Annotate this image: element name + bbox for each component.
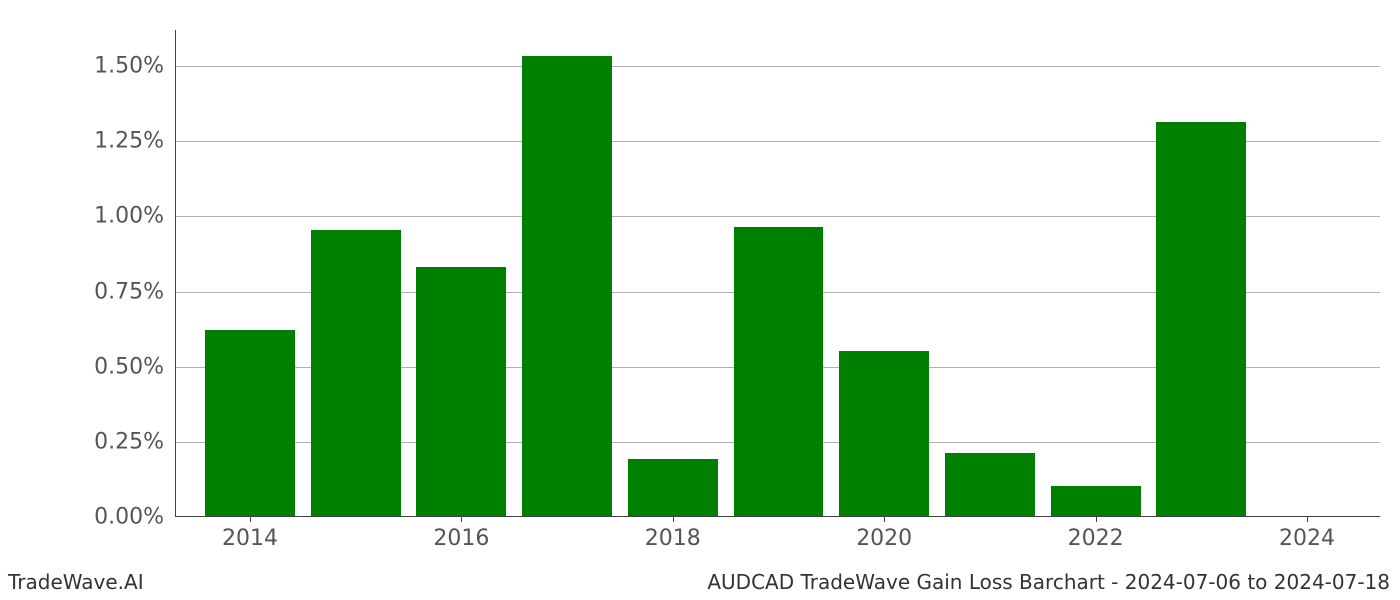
bar: [522, 56, 612, 516]
bar: [205, 330, 295, 516]
bar: [945, 453, 1035, 516]
x-tick-label: 2016: [433, 516, 489, 551]
x-tick-label: 2024: [1279, 516, 1335, 551]
y-tick-label: 0.50%: [94, 354, 176, 379]
chart-container: 0.00% 0.25% 0.50% 0.75% 1.00% 1.25% 1.50% 2014 2…: [0, 0, 1400, 600]
plot-area: 0.00%0.25%0.50%0.75%1.00%1.25%1.50%20142…: [175, 30, 1380, 517]
bar: [734, 227, 824, 516]
x-tick-label: 2020: [856, 516, 912, 551]
x-tick-label: 2018: [645, 516, 701, 551]
y-tick-label: 0.00%: [94, 505, 176, 530]
bar: [1051, 486, 1141, 516]
y-tick-label: 1.00%: [94, 204, 176, 229]
bar: [416, 267, 506, 517]
footer-right-text: AUDCAD TradeWave Gain Loss Barchart - 20…: [707, 570, 1390, 594]
bar: [628, 459, 718, 516]
y-tick-label: 1.50%: [94, 54, 176, 79]
footer-left-text: TradeWave.AI: [8, 570, 144, 594]
y-tick-label: 0.75%: [94, 279, 176, 304]
y-tick-label: 1.25%: [94, 129, 176, 154]
gridline: [176, 66, 1380, 67]
bar: [1156, 122, 1246, 516]
x-tick-label: 2014: [222, 516, 278, 551]
y-tick-label: 0.25%: [94, 429, 176, 454]
x-tick-label: 2022: [1068, 516, 1124, 551]
bar: [839, 351, 929, 516]
bar: [311, 230, 401, 516]
